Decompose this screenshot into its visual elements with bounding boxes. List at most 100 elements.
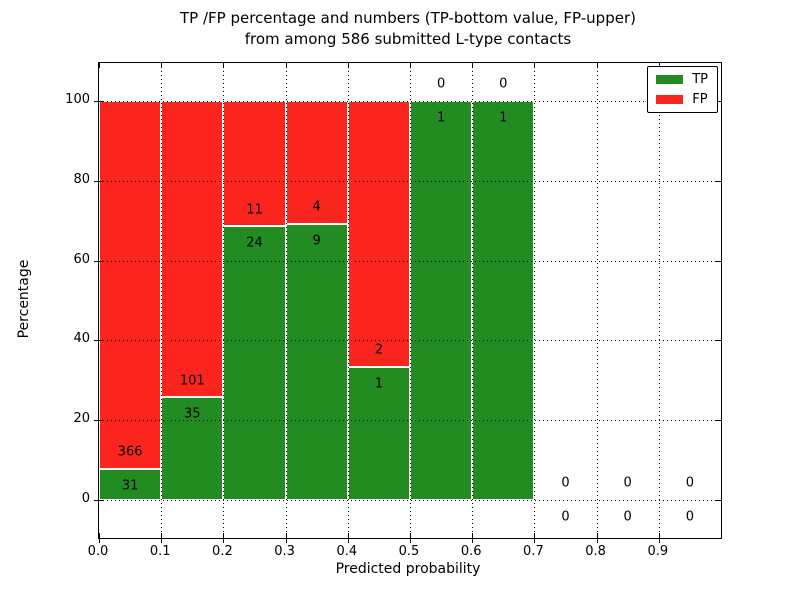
legend-item-fp: FP: [656, 93, 708, 106]
bar-count-label-fp: 0: [499, 76, 508, 92]
x-tickmark-bottom-in: [410, 533, 411, 538]
x-tickmark-top-in: [347, 63, 349, 68]
gridline-v: [534, 63, 536, 538]
y-tick-label: 40: [73, 331, 90, 347]
x-tickmark-bottom-in: [99, 533, 100, 538]
bar-count-label-fp: 2: [374, 342, 384, 358]
bar-segment-fp: [347, 100, 410, 368]
x-tickmark-top-in: [99, 63, 100, 68]
x-tickmark-bottom-in: [347, 533, 349, 538]
tp-swatch-icon: [656, 75, 684, 84]
x-tickmark-top-in: [472, 63, 474, 68]
y-axis-label: Percentage: [16, 259, 32, 339]
y-tickmark-left-out: [94, 340, 99, 342]
bar-count-label-fp: 0: [623, 475, 632, 491]
bar-count-label-fp: 101: [179, 373, 205, 389]
bar-count-label-fp: 0: [436, 76, 446, 92]
x-tickmark-bottom-in: [658, 533, 660, 538]
y-tick-label: 100: [65, 91, 90, 107]
bar-count-label-tp: 1: [499, 110, 508, 126]
gridline-v: [658, 63, 660, 538]
gridline-v: [410, 63, 411, 538]
bar-count-label-fp: 366: [117, 444, 143, 460]
bar-count-label-tp: 0: [685, 509, 695, 525]
x-tickmark-bottom-out: [99, 538, 100, 543]
x-tick-label: 0.6: [460, 544, 482, 559]
x-tickmark-bottom-out: [534, 538, 536, 543]
x-tickmark-top-in: [161, 63, 163, 68]
x-tickmark-bottom-in: [534, 533, 536, 538]
x-tickmark-bottom-out: [161, 538, 163, 543]
bar-segment-tp: [472, 100, 535, 501]
plot-area: TP FP 366 31 101 35 11 24 4 9 2 1 0 1 0 1 0 0 0 0 0 0: [94, 62, 722, 543]
bar-segment-tp: [161, 397, 224, 501]
bar-count-label-tp: 9: [312, 233, 321, 248]
y-tickmark-left-out: [94, 100, 99, 102]
bar-count-label-fp: 0: [685, 475, 695, 491]
bar-segment-fp: [161, 100, 224, 398]
x-tickmark-top-in: [223, 63, 225, 68]
y-tickmark-left-out: [94, 180, 99, 182]
chart-title-line1: TP /FP percentage and numbers (TP-bottom…: [180, 9, 636, 27]
x-tickmark-bottom-out: [285, 538, 287, 543]
bar-segment-tp: [285, 223, 348, 501]
x-tickmark-top-in: [285, 63, 287, 68]
y-tickmark-right-in: [716, 100, 721, 102]
y-tick-label: 0: [81, 491, 90, 507]
y-tickmark-left-in: [99, 260, 104, 262]
bar-count-label-tp: 1: [436, 110, 446, 126]
bar-segment-tp: [223, 226, 286, 501]
y-tickmark-left-in: [99, 340, 104, 342]
x-tickmark-top-in: [534, 63, 536, 68]
bar-count-label-tp: 1: [374, 376, 384, 392]
legend-label-tp: TP: [692, 72, 708, 87]
x-tickmark-bottom-in: [161, 533, 163, 538]
gridline-v: [347, 63, 349, 538]
x-tick-label: 0.8: [585, 544, 606, 559]
gridline-v: [472, 63, 474, 538]
x-tickmark-bottom-out: [347, 538, 349, 543]
x-tick-label: 0.7: [523, 544, 544, 559]
x-tick-label: 0.0: [87, 544, 109, 559]
legend-label-fp: FP: [692, 92, 708, 107]
x-tickmark-bottom-in: [596, 533, 598, 538]
bar-segment-fp: [285, 100, 348, 224]
x-tickmark-bottom-in: [285, 533, 287, 538]
x-tickmark-bottom-in: [223, 533, 225, 538]
x-tick-label: 0.9: [647, 544, 669, 559]
bar-count-label-fp: 0: [561, 475, 570, 491]
x-tickmark-top-in: [658, 63, 660, 68]
x-tick-label: 0.5: [398, 544, 420, 559]
x-tick-label: 0.1: [149, 544, 171, 559]
y-tick-label: 80: [73, 171, 90, 187]
y-tickmark-right-in: [716, 340, 721, 342]
x-tickmark-top-in: [596, 63, 598, 68]
x-tick-label: 0.2: [212, 544, 233, 559]
y-tickmark-left-out: [94, 420, 99, 422]
x-tickmark-bottom-out: [596, 538, 598, 543]
x-axis-label: Predicted probability: [335, 561, 481, 577]
x-tickmark-bottom-out: [410, 538, 411, 543]
chart-title: TP /FP percentage and numbers (TP-bottom…: [96, 8, 720, 50]
y-tickmark-left-in: [99, 100, 104, 102]
y-tickmark-right-in: [716, 420, 721, 422]
y-tickmark-left-in: [99, 500, 104, 502]
bar-segment-fp: [99, 100, 162, 469]
gridline-v: [161, 63, 163, 538]
y-tickmark-right-in: [716, 180, 721, 182]
x-tickmark-top-in: [410, 63, 411, 68]
bar-count-label-tp: 0: [561, 509, 570, 525]
y-tickmark-left-in: [99, 420, 104, 422]
gridline-v: [596, 63, 598, 538]
x-tick-label: 0.4: [336, 544, 358, 559]
y-tickmark-right-in: [716, 500, 721, 502]
y-tickmark-left-out: [94, 500, 99, 502]
x-tickmark-bottom-out: [658, 538, 660, 543]
bar-count-label-tp: 24: [246, 235, 263, 251]
x-tick-label: 0.3: [274, 544, 295, 559]
gridline-v: [223, 63, 225, 538]
bar-count-label-fp: 4: [312, 199, 321, 215]
x-tickmark-bottom-out: [223, 538, 225, 543]
y-tickmark-left-in: [99, 180, 104, 182]
